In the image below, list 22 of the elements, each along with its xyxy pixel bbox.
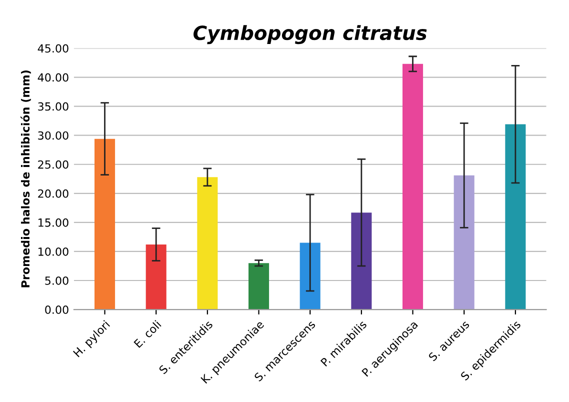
y-tick-label: 20.00 — [38, 189, 68, 198]
bar — [351, 212, 372, 310]
y-tick-label: 5.00 — [45, 276, 68, 285]
y-tick-label: 35.00 — [38, 102, 68, 111]
y-axis-title: Promedio halos de inhibición (mm) — [20, 70, 31, 288]
y-tick-label: 30.00 — [38, 131, 68, 140]
x-tick-label: E. coli — [133, 320, 162, 348]
chart-title: Cymbopogon citratus — [194, 25, 427, 44]
bar — [197, 177, 218, 310]
bar — [505, 124, 526, 310]
bar — [402, 64, 424, 310]
bar — [454, 175, 474, 310]
y-tick-label: 15.00 — [38, 218, 68, 227]
y-tick-label: 10.00 — [38, 247, 68, 256]
bar — [248, 263, 270, 310]
y-tick-label: 0.00 — [45, 306, 68, 314]
y-tick-label: 25.00 — [38, 160, 68, 169]
bar — [300, 242, 320, 310]
y-tick-label: 45.00 — [38, 44, 68, 53]
y-tick-label: 40.00 — [38, 73, 68, 82]
bar — [94, 138, 116, 310]
bar — [146, 244, 166, 310]
